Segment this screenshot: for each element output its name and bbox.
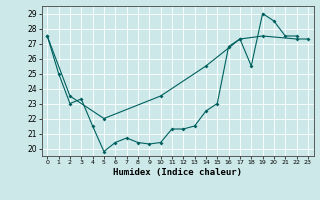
- X-axis label: Humidex (Indice chaleur): Humidex (Indice chaleur): [113, 168, 242, 177]
